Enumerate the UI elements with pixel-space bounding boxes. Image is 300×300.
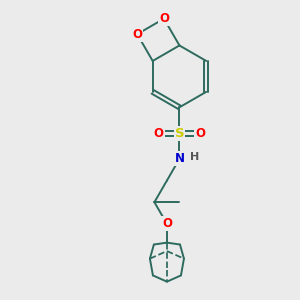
Text: H: H — [190, 152, 200, 162]
Text: O: O — [159, 12, 169, 25]
Text: S: S — [175, 127, 184, 140]
Text: O: O — [195, 127, 205, 140]
Text: O: O — [154, 127, 164, 140]
Text: N: N — [174, 152, 184, 165]
Text: O: O — [162, 218, 172, 230]
Text: O: O — [132, 28, 142, 41]
